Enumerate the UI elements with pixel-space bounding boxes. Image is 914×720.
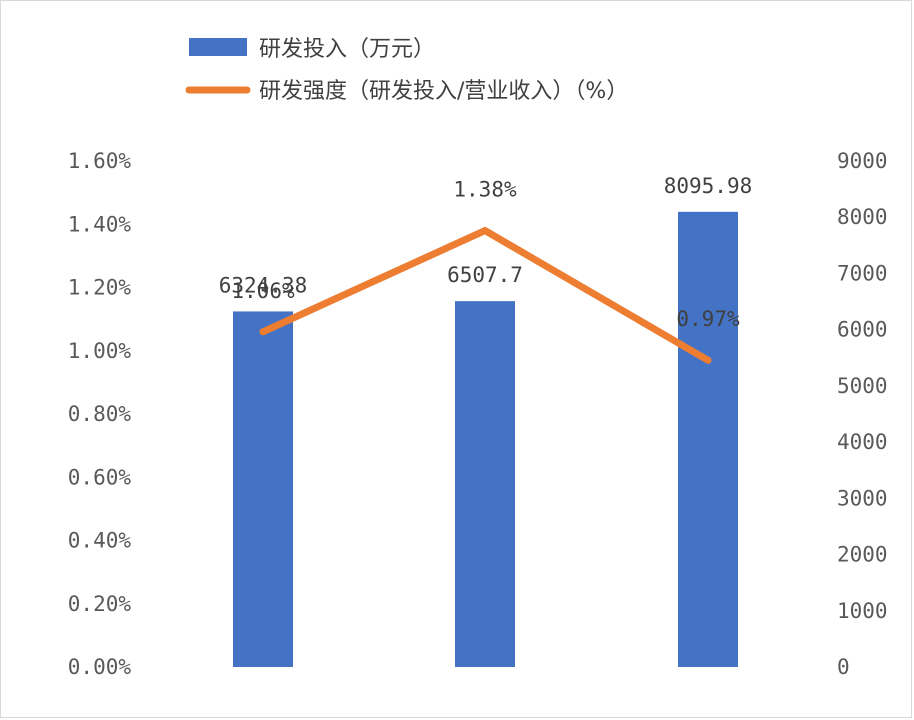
- right-axis: 0 1000 2000 3000 4000 5000 6000 7000 8000 9000: [837, 149, 888, 679]
- bar: [233, 311, 293, 667]
- right-axis-tick-label: 8000: [837, 205, 888, 229]
- left-axis-tick-label: 0.20%: [68, 592, 132, 616]
- left-axis: 0.00% 0.20% 0.40% 0.60% 0.80% 1.00% 1.20% 1.40%…: [68, 149, 132, 679]
- legend-bar-label: 研发投入（万元）: [259, 37, 435, 62]
- bar-data-label: 6324.38: [219, 273, 308, 297]
- left-axis-tick-label: 1.00%: [68, 339, 132, 363]
- line-data-label: 1.38%: [453, 178, 517, 202]
- right-axis-tick-label: 9000: [837, 149, 888, 173]
- right-axis-tick-label: 5000: [837, 374, 888, 398]
- right-axis-tick-label: 0: [837, 655, 850, 679]
- left-axis-tick-label: 1.40%: [68, 212, 132, 236]
- left-axis-tick-label: 1.60%: [68, 149, 132, 173]
- right-axis-tick-label: 1000: [837, 599, 888, 623]
- right-axis-tick-label: 4000: [837, 430, 888, 454]
- left-axis-tick-label: 1.20%: [68, 276, 132, 300]
- line-series: [259, 227, 712, 364]
- bar-series: [233, 211, 738, 667]
- left-axis-tick-label: 0.60%: [68, 465, 132, 489]
- right-axis-tick-label: 3000: [837, 486, 888, 510]
- bar-data-labels: 6324.38 6507.7 8095.98: [219, 174, 753, 298]
- left-axis-tick-label: 0.00%: [68, 655, 132, 679]
- bar-data-label: 6507.7: [447, 263, 523, 287]
- bar-data-label: 8095.98: [664, 174, 753, 198]
- left-axis-tick-label: 0.40%: [68, 529, 132, 553]
- right-axis-tick-label: 7000: [837, 261, 888, 285]
- bar: [678, 211, 738, 667]
- legend: 研发投入（万元） 研发强度（研发投入/营业收入）（%）: [185, 37, 628, 104]
- line-point: [481, 227, 489, 235]
- right-axis-tick-label: 6000: [837, 318, 888, 342]
- line-data-labels: 1.06% 1.38% 0.97%: [231, 178, 740, 332]
- left-axis-tick-label: 0.80%: [68, 402, 132, 426]
- line-point: [259, 328, 267, 336]
- bar: [455, 301, 515, 667]
- legend-line-label: 研发强度（研发投入/营业收入）（%）: [259, 79, 628, 104]
- line-data-label: 0.97%: [676, 307, 740, 331]
- legend-bar-swatch: [189, 38, 247, 56]
- line-data-label: 1.06%: [231, 279, 295, 303]
- line-point: [704, 356, 712, 364]
- right-axis-tick-label: 2000: [837, 543, 888, 567]
